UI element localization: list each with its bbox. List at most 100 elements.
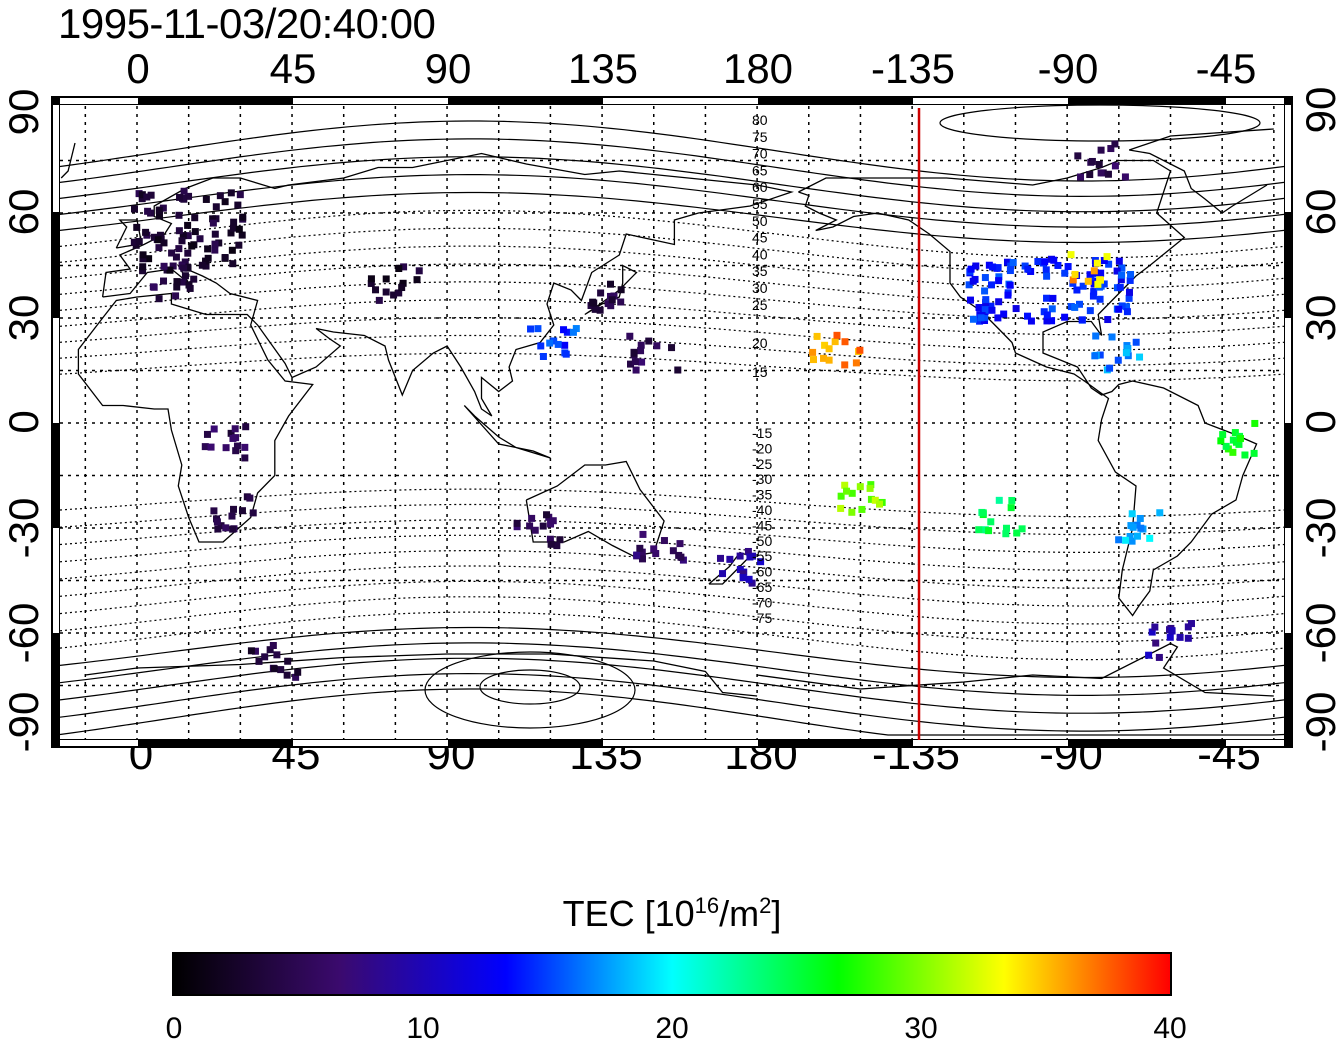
tec-point (632, 366, 640, 374)
tec-point (1006, 267, 1014, 275)
tec-point (531, 526, 539, 534)
tec-point (130, 238, 138, 246)
tec-point (1000, 310, 1008, 318)
tec-point (188, 242, 196, 250)
tec-point (966, 296, 974, 304)
maglat-label: 55 (752, 196, 768, 212)
tec-point (1067, 251, 1075, 259)
tec-point (1002, 530, 1010, 538)
maglat-label: -40 (752, 502, 772, 518)
tec-point (987, 518, 995, 526)
tec-point (1043, 272, 1051, 280)
tec-point (1075, 300, 1083, 308)
tec-point (674, 366, 682, 374)
tec-point (382, 288, 390, 296)
tec-point (627, 360, 635, 368)
tec-point (668, 344, 676, 352)
tec-point (985, 527, 993, 535)
tec-point (1251, 419, 1259, 427)
coastlines (60, 128, 1274, 697)
tec-point (198, 261, 206, 269)
tec-point (1105, 260, 1113, 268)
tec-point (1064, 263, 1072, 271)
tec-point (539, 522, 547, 530)
tec-point (1097, 269, 1105, 277)
tec-point (228, 512, 236, 520)
tec-point (1088, 157, 1096, 165)
tec-point (230, 505, 238, 513)
tec-point (537, 342, 545, 350)
tec-point (677, 553, 685, 561)
tec-point (142, 228, 150, 236)
tec-point (837, 492, 845, 500)
tec-point (210, 425, 218, 433)
tec-point (596, 306, 604, 314)
tec-point (639, 530, 647, 538)
tec-point (1100, 256, 1108, 264)
tec-point (837, 504, 845, 512)
tec-point (1100, 280, 1108, 288)
maglat-contour (59, 488, 1285, 518)
tec-point (159, 204, 167, 212)
tec-point (173, 278, 181, 286)
tec-point (367, 275, 375, 283)
tec-point (390, 291, 398, 299)
tec-point (746, 553, 754, 561)
tec-observation-points (130, 140, 1259, 681)
tec-point (1148, 628, 1156, 636)
maglat-label: 15 (752, 364, 768, 380)
maglat-label: -25 (752, 456, 772, 472)
tec-point (236, 191, 244, 199)
tec-point (211, 246, 219, 254)
maglat-label: 60 (752, 179, 768, 195)
colorbar-tick-30: 30 (904, 1012, 938, 1045)
tec-point (1152, 639, 1160, 647)
tec-point (1043, 317, 1051, 325)
tec-point (989, 263, 997, 271)
tec-point (1219, 431, 1227, 439)
maglat-label: 30 (752, 280, 768, 296)
tec-point (247, 647, 255, 655)
tec-point (1086, 271, 1094, 279)
maglat-label: -70 (752, 594, 772, 610)
tec-point (181, 258, 189, 266)
tec-point (227, 189, 235, 197)
colorbar-tick-20: 20 (655, 1012, 689, 1045)
tec-point (210, 507, 218, 515)
tec-point (209, 219, 217, 227)
tec-point (1146, 534, 1154, 542)
maglat-contour (59, 245, 1285, 290)
tec-point (630, 349, 638, 357)
tec-point (848, 489, 856, 497)
tec-point (183, 263, 191, 271)
tec-point (1027, 317, 1035, 325)
tec-point (1125, 294, 1133, 302)
maglat-contour (59, 519, 1285, 553)
tec-point (1115, 305, 1123, 313)
tec-point (241, 443, 249, 451)
tec-point (139, 267, 147, 275)
tec-point (856, 483, 864, 491)
tec-point (235, 241, 243, 249)
tec-point (843, 487, 851, 495)
tec-point (1124, 345, 1132, 353)
tec-point (190, 275, 198, 283)
tec-point (168, 249, 176, 257)
tec-point (155, 244, 163, 252)
tec-point (607, 302, 615, 310)
tec-point (988, 281, 996, 289)
tec-point (1024, 312, 1032, 320)
tec-point (238, 231, 246, 239)
tec-point (669, 547, 677, 555)
tec-point (1235, 440, 1243, 448)
tec-point (372, 286, 380, 294)
tec-point (1241, 451, 1249, 459)
tec-point (748, 579, 756, 587)
tec-point (676, 540, 684, 548)
tec-point (1006, 281, 1014, 289)
maglat-label: 75 (752, 129, 768, 145)
top-lon-tick-m45: -45 (1195, 45, 1257, 92)
tec-point (809, 356, 817, 364)
tec-point (241, 454, 249, 462)
tec-point (554, 340, 562, 348)
